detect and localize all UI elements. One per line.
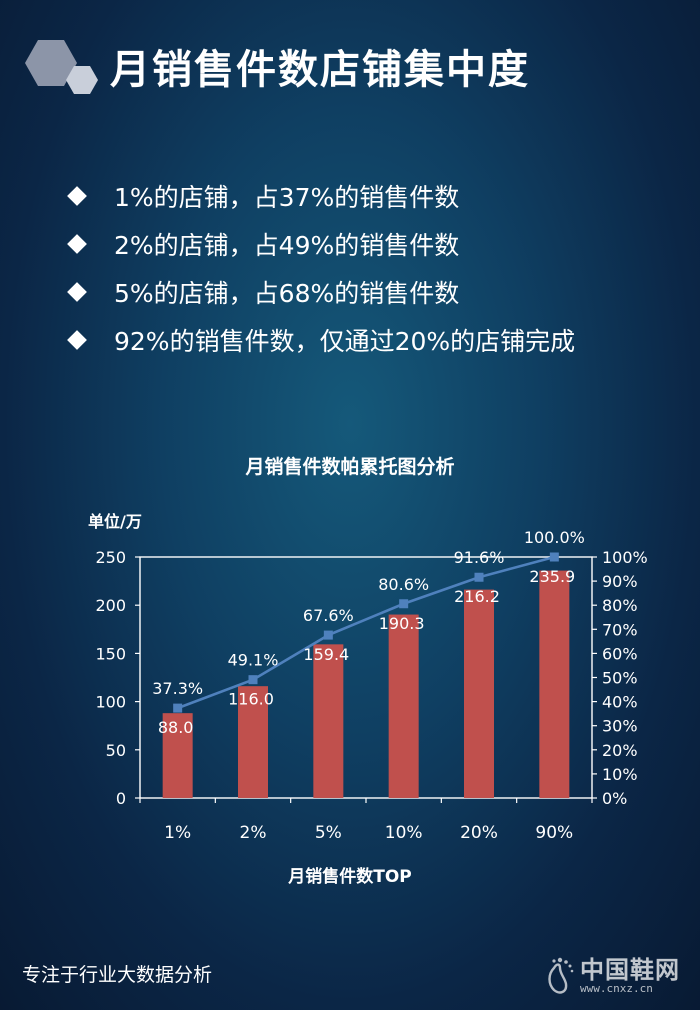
x-tick-label: 90% bbox=[535, 823, 573, 843]
y-right-tick-label: 10% bbox=[602, 765, 638, 784]
y-right-tick-label: 50% bbox=[602, 669, 638, 688]
y-left-tick-label: 250 bbox=[95, 548, 126, 567]
bullet-text: 5%的店铺，占68%的销售件数 bbox=[114, 279, 460, 308]
y-right-tick-label: 30% bbox=[602, 717, 638, 736]
brand-url: www.cnxz.cn bbox=[580, 982, 653, 995]
plot-frame bbox=[139, 556, 593, 799]
footer-tagline: 专注于行业大数据分析 bbox=[22, 964, 213, 986]
y-left-tick-label: 0 bbox=[116, 789, 126, 808]
bar bbox=[162, 713, 193, 798]
bullet-text: 2%的店铺，占49%的销售件数 bbox=[114, 231, 460, 260]
line-value-label: 67.6% bbox=[303, 606, 354, 625]
bullet-item: 1%的店铺，占37%的销售件数 bbox=[66, 172, 575, 220]
y-left-tick-label: 100 bbox=[95, 693, 126, 712]
bar bbox=[539, 570, 570, 798]
y-right-tick-label: 0% bbox=[602, 789, 627, 808]
bar-value-label: 235.9 bbox=[529, 567, 575, 586]
bar bbox=[313, 644, 344, 798]
y-left-tick-label: 200 bbox=[95, 596, 126, 615]
y-right-tick-label: 90% bbox=[602, 572, 638, 591]
bar-value-label: 88.0 bbox=[158, 718, 194, 737]
x-tick-label: 10% bbox=[385, 823, 423, 843]
brand-name: 中国鞋网 bbox=[580, 956, 680, 984]
x-tick-label: 2% bbox=[240, 823, 267, 843]
bullet-text: 1%的店铺，占37%的销售件数 bbox=[114, 183, 460, 212]
y-right-tick-label: 40% bbox=[602, 693, 638, 712]
line-value-label: 49.1% bbox=[228, 651, 279, 670]
chart-title: 月销售件数帕累托图分析 bbox=[245, 456, 455, 478]
bar bbox=[388, 614, 419, 798]
bullet-text: 92%的销售件数，仅通过20%的店铺完成 bbox=[114, 327, 576, 356]
line-point bbox=[323, 630, 333, 640]
brand-watermark: 中国鞋网 www.cnxz.cn bbox=[540, 950, 690, 1000]
y-left-tick-label: 150 bbox=[95, 644, 126, 663]
line-point bbox=[399, 599, 409, 609]
y-left-tick-label: 50 bbox=[106, 741, 126, 760]
bar bbox=[238, 686, 268, 798]
bullet-list: 1%的店铺，占37%的销售件数 2%的店铺，占49%的销售件数 5%的店铺，占6… bbox=[66, 172, 575, 364]
line-point bbox=[474, 572, 484, 582]
line-point bbox=[248, 675, 258, 685]
x-tick-label: 1% bbox=[164, 823, 191, 843]
line-point bbox=[173, 703, 183, 713]
bar bbox=[464, 589, 494, 798]
y-right-tick-label: 20% bbox=[602, 741, 638, 760]
y-right-tick-label: 70% bbox=[602, 620, 638, 639]
line-value-label: 80.6% bbox=[378, 575, 429, 594]
line-value-label: 100.0% bbox=[524, 528, 585, 547]
bar-value-label: 190.3 bbox=[379, 614, 425, 633]
x-tick-label: 20% bbox=[460, 823, 498, 843]
x-axis-title: 月销售件数TOP bbox=[288, 867, 412, 887]
bar-value-label: 159.4 bbox=[303, 645, 349, 664]
page-title: 月销售件数店铺集中度 bbox=[110, 47, 530, 93]
footprint-icon bbox=[548, 957, 574, 994]
y-right-tick-label: 80% bbox=[602, 596, 638, 615]
line-value-label: 37.3% bbox=[152, 679, 203, 698]
cumulative-line bbox=[177, 555, 555, 710]
bullet-item: 92%的销售件数，仅通过20%的店铺完成 bbox=[66, 316, 575, 364]
bullet-item: 5%的店铺，占68%的销售件数 bbox=[66, 268, 575, 316]
y-axis-unit-label: 单位/万 bbox=[88, 512, 142, 531]
y-right-tick-label: 100% bbox=[602, 548, 648, 567]
bullet-item: 2%的店铺，占49%的销售件数 bbox=[66, 220, 575, 268]
bar-value-label: 216.2 bbox=[454, 587, 500, 606]
hexagon-logo-icon bbox=[25, 40, 98, 94]
x-tick-label: 5% bbox=[315, 823, 342, 843]
line-point bbox=[549, 552, 559, 562]
bar-value-label: 116.0 bbox=[228, 690, 274, 709]
y-right-tick-label: 60% bbox=[602, 644, 638, 663]
line-value-label: 91.6% bbox=[454, 548, 505, 567]
